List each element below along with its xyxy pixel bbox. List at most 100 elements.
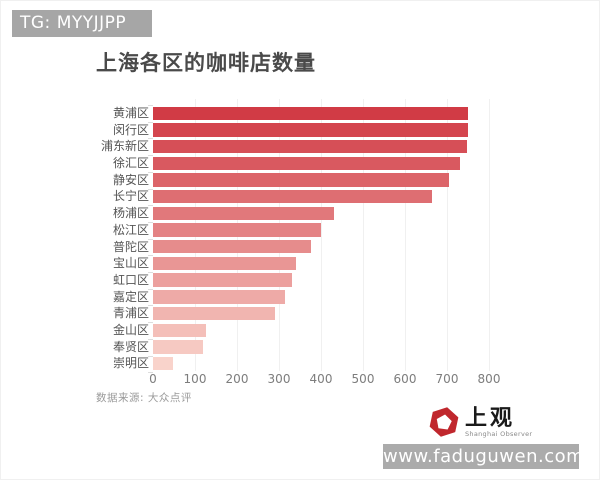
bar-青浦区 (153, 306, 275, 321)
district-label: 虹口区 (112, 272, 149, 287)
bar-track (153, 122, 489, 139)
gridline-600 (405, 99, 406, 371)
bar-普陀区 (153, 240, 311, 254)
data-source-note: 数据来源: 大众点评 (96, 392, 192, 404)
bar-宝山区 (153, 256, 296, 271)
bar-track (153, 105, 489, 122)
chart-row: 徐汇区 (87, 155, 489, 172)
bar-track (153, 355, 489, 372)
x-tick-label: 0 (149, 372, 157, 386)
chart-row: 崇明区 (87, 355, 489, 372)
y-axis-tick (148, 305, 153, 307)
bar-track (153, 255, 489, 272)
y-axis-tick (148, 221, 153, 223)
bottom-watermark: www.faduguwen.com (383, 444, 585, 469)
bar-静安区 (153, 173, 450, 187)
bar-金山区 (153, 323, 206, 337)
bar-虹口区 (153, 273, 292, 287)
district-label: 杨浦区 (112, 206, 149, 221)
y-axis-tick (148, 322, 153, 324)
district-label: 宝山区 (112, 256, 149, 271)
chart-row: 奉贤区 (87, 339, 489, 356)
district-label: 嘉定区 (112, 289, 149, 304)
bar-崇明区 (153, 356, 174, 371)
bar-track (153, 239, 489, 256)
x-tick-label: 200 (225, 372, 249, 386)
y-axis-tick (148, 105, 153, 106)
district-label: 奉贤区 (112, 339, 149, 354)
chart-row: 金山区 (87, 322, 489, 339)
y-axis-tick (148, 171, 153, 173)
y-axis-tick (148, 155, 153, 157)
bar-奉贤区 (153, 340, 204, 354)
y-axis-tick (148, 121, 153, 123)
chart-row: 浦东新区 (87, 138, 489, 155)
bar-闵行区 (153, 123, 468, 137)
bar-track (153, 222, 489, 239)
x-tick-label: 600 (393, 372, 417, 386)
chart-row: 静安区 (87, 172, 489, 189)
y-axis-tick (148, 188, 153, 190)
logo-text: 上观 Shanghai Observer (465, 407, 532, 438)
publisher-logo: 上观 Shanghai Observer (428, 406, 532, 438)
chart-row: 青浦区 (87, 305, 489, 322)
bar-track (153, 339, 489, 356)
y-axis-tick (148, 255, 153, 257)
district-label: 普陀区 (112, 239, 149, 254)
top-watermark: TG: MYYJJPP (12, 10, 152, 37)
district-label: 黄浦区 (112, 106, 149, 120)
x-tick-label: 400 (309, 372, 333, 386)
y-axis-tick (148, 355, 153, 357)
chart-row: 虹口区 (87, 272, 489, 289)
x-axis-tick-labels: 0 100 200 300 400 500 600 700 800 (149, 372, 500, 388)
gridline-700 (447, 99, 448, 371)
district-label: 静安区 (112, 172, 149, 187)
y-axis-tick (148, 272, 153, 273)
bar-嘉定区 (153, 290, 286, 304)
bar-松江区 (153, 223, 321, 237)
gridline-500 (363, 99, 364, 371)
chart-title: 上海各区的咖啡店数量 (96, 51, 316, 75)
bar-黄浦区 (153, 106, 468, 120)
district-label: 浦东新区 (100, 139, 149, 154)
x-tick-label: 300 (267, 372, 291, 386)
bar-track (153, 272, 489, 289)
bar-track (153, 205, 489, 222)
gridline-800 (489, 99, 490, 371)
district-label: 闵行区 (112, 122, 149, 137)
y-axis-tick (148, 205, 153, 207)
district-label: 徐汇区 (112, 156, 149, 171)
bar-徐汇区 (153, 156, 460, 171)
chart-row: 普陀区 (87, 239, 489, 256)
chart-row: 嘉定区 (87, 289, 489, 306)
bar-长宁区 (153, 190, 433, 204)
district-label: 长宁区 (112, 189, 149, 204)
x-tick-label: 100 (183, 372, 207, 386)
gridline-400 (321, 99, 322, 371)
x-tick-label: 500 (351, 372, 375, 386)
bar-track (153, 289, 489, 306)
district-label: 松江区 (112, 222, 149, 237)
shanghai-observer-logo-icon (429, 407, 459, 437)
bar-杨浦区 (153, 206, 334, 221)
chart-row: 杨浦区 (87, 205, 489, 222)
district-label: 金山区 (112, 322, 149, 337)
chart-row: 松江区 (87, 222, 489, 239)
bar-track (153, 155, 489, 172)
chart-row: 闵行区 (87, 122, 489, 139)
chart-row: 长宁区 (87, 188, 489, 205)
y-axis-tick (148, 372, 153, 374)
bar-track (153, 138, 489, 155)
chart-row: 黄浦区 (87, 105, 489, 122)
district-label: 崇明区 (112, 356, 149, 371)
bar-track (153, 305, 489, 322)
y-axis-tick (148, 138, 153, 140)
chart-rows: 黄浦区闵行区浦东新区徐汇区 静安区长宁区杨浦区 松江区普陀区宝山区 虹口区嘉定区 青浦区… (87, 105, 489, 372)
y-axis-tick (148, 288, 153, 290)
bar-track (153, 322, 489, 339)
logo-cn-text: 上观 (465, 404, 516, 431)
chart-row: 宝山区 (87, 255, 489, 272)
x-tick-label: 800 (477, 372, 501, 386)
bar-track (153, 172, 489, 189)
